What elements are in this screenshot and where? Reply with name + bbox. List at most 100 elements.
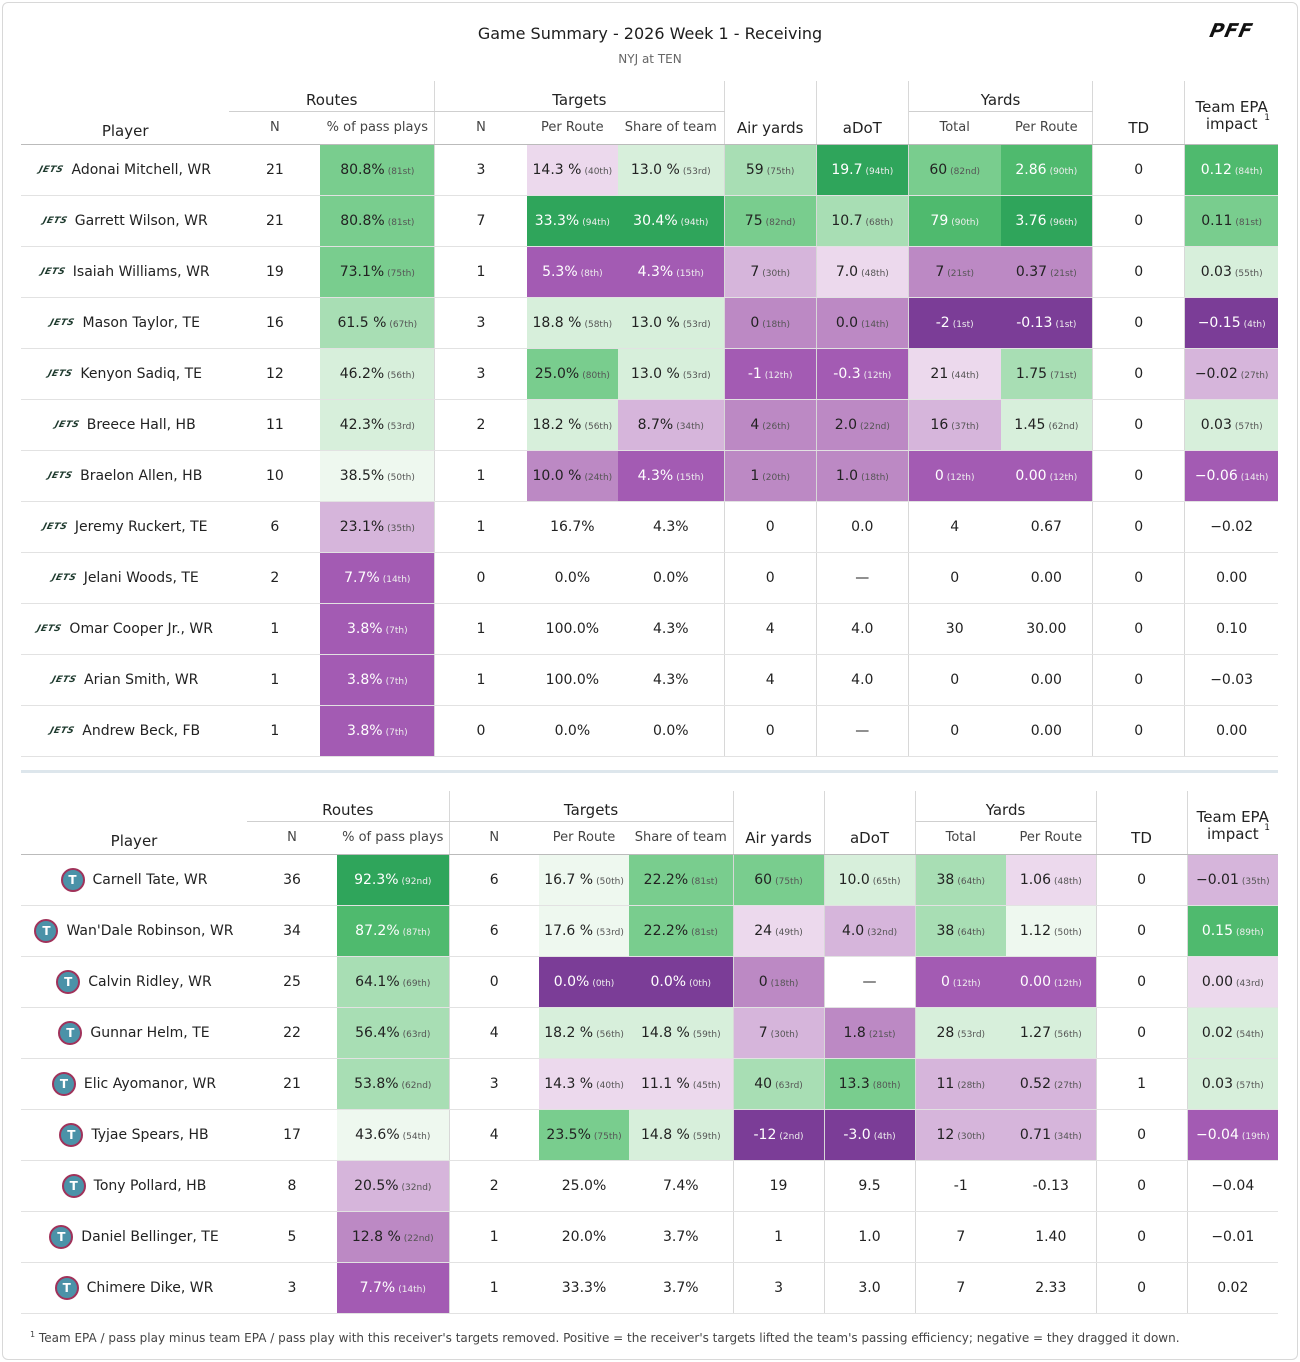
player-cell: Wan'Dale Robinson, WR xyxy=(21,905,247,957)
player-name[interactable]: Mason Taylor, TE xyxy=(82,315,200,331)
table-row: JETS Adonai Mitchell, WR 21 80.8% (81st) 3 14.… xyxy=(21,144,1278,196)
cell-tpr: 5.3% (8th) xyxy=(526,246,618,298)
cell-adot: 4.0 xyxy=(816,603,909,655)
player-name[interactable]: Breece Hall, HB xyxy=(86,417,196,433)
player-name[interactable]: Carnell Tate, WR xyxy=(92,872,208,888)
player-name[interactable]: Calvin Ridley, WR xyxy=(88,974,212,990)
cell-value: 0.00 xyxy=(1015,468,1047,484)
cell-yt: 38 (64th) xyxy=(915,854,1007,906)
cell-ypr: 0.00 (12th) xyxy=(1006,956,1097,1008)
cell-value: −0.04 xyxy=(1211,1178,1255,1194)
col-air-yards: Air yards xyxy=(724,111,817,145)
percentile-badge: (7th) xyxy=(385,728,408,738)
cell-tpr: 18.2 % (56th) xyxy=(526,399,618,451)
player-name[interactable]: Andrew Beck, FB xyxy=(82,723,201,739)
cell-tpr: 25.0% (80th) xyxy=(526,348,618,400)
cell-value: 38 xyxy=(936,872,955,888)
player-name[interactable]: Garrett Wilson, WR xyxy=(74,213,208,229)
percentile-badge: (87th) xyxy=(402,928,431,938)
table-row: Tony Pollard, HB820.5%(32nd)225.0%7.4%19… xyxy=(21,1160,1279,1212)
percentile-badge: (67th) xyxy=(389,320,418,330)
col-epa: Team EPA impact 1 xyxy=(1187,809,1279,843)
player-name[interactable]: Gunnar Helm, TE xyxy=(90,1025,210,1041)
cell-air: 59 (75th) xyxy=(724,144,817,196)
cell-rn: 6 xyxy=(229,501,321,553)
jets-logo-icon: JETS xyxy=(46,369,74,379)
cell-ts: 4.3% (15th) xyxy=(617,246,725,298)
percentile-badge: (40th) xyxy=(584,167,613,177)
cell-value: -1 xyxy=(747,366,762,382)
cell-value: 7 xyxy=(956,1229,966,1245)
percentile-badge: (21st) xyxy=(1050,269,1077,279)
percentile-badge: (14th) xyxy=(1240,473,1269,483)
cell-value: 1.75 xyxy=(1015,366,1048,382)
cell-value: 60 xyxy=(929,162,948,178)
cell-ypr: 0.52 (27th) xyxy=(1006,1058,1097,1110)
col-air-yards: Air yards xyxy=(733,821,825,855)
percentile-badge: (2nd) xyxy=(779,1132,804,1142)
cell-value: 10.7 xyxy=(831,213,863,229)
cell-tn: 3 xyxy=(449,1058,540,1110)
cell-value: 7 xyxy=(956,1280,966,1296)
cell-rn: 17 xyxy=(247,1109,337,1161)
cell-ts: 0.0% xyxy=(617,552,725,604)
cell-adot: 1.8 (21st) xyxy=(824,1007,916,1059)
col-epa: Team EPA impact 1 xyxy=(1184,99,1278,133)
percentile-badge: (75th) xyxy=(593,1132,622,1142)
cell-value: -1 xyxy=(953,1178,968,1194)
cell-value: 0 xyxy=(765,723,775,739)
percentile-badge: (14th) xyxy=(861,320,889,330)
player-name[interactable]: Chimere Dike, WR xyxy=(86,1280,214,1296)
header-spacer xyxy=(724,81,817,111)
cell-value: −0.02 xyxy=(1210,519,1254,535)
player-name[interactable]: Tony Pollard, HB xyxy=(93,1178,207,1194)
cell-value: 0 xyxy=(758,974,768,990)
player-name[interactable]: Arian Smith, WR xyxy=(84,672,199,688)
percentile-badge: (57th) xyxy=(1234,422,1263,432)
header-spacer xyxy=(1092,81,1186,111)
percentile-badge: (24th) xyxy=(584,473,613,483)
cell-value: 25.0% xyxy=(534,366,580,382)
player-name[interactable]: Wan'Dale Robinson, WR xyxy=(66,923,234,939)
cell-value: 0.52 xyxy=(1019,1076,1051,1092)
player-name[interactable]: Elic Ayomanor, WR xyxy=(83,1076,217,1092)
cell-epa: 0.02 xyxy=(1187,1262,1279,1314)
cell-value: 0.0 xyxy=(835,315,859,331)
header-spacer xyxy=(733,791,825,821)
cell-rn: 21 xyxy=(229,144,321,196)
cell-value: 3.76 xyxy=(1015,213,1047,229)
cell-adot: 1.0 xyxy=(824,1211,916,1263)
cell-ypr: 1.27 (56th) xyxy=(1006,1007,1097,1059)
player-name[interactable]: Adonai Mitchell, WR xyxy=(71,162,211,178)
player-name[interactable]: Jeremy Ruckert, TE xyxy=(74,519,208,535)
cell-value: 22.2% xyxy=(643,923,689,939)
titans-logo-icon xyxy=(34,919,59,943)
cell-value: 30 xyxy=(945,621,964,637)
player-name[interactable]: Isaiah Williams, WR xyxy=(72,264,210,280)
cell-value: −0.06 xyxy=(1194,468,1238,484)
player-name[interactable]: Braelon Allen, HB xyxy=(80,468,203,484)
cell-tpr: 16.7% xyxy=(526,501,618,553)
cell-rn: 1 xyxy=(229,654,321,706)
cell-value: 1.45 xyxy=(1014,417,1046,433)
player-name[interactable]: Tyjae Spears, HB xyxy=(91,1127,209,1143)
player-name[interactable]: Kenyon Sadiq, TE xyxy=(80,366,202,382)
table-row: JETS Braelon Allen, HB 10 38.5% (50th) 1 10.0 … xyxy=(21,450,1278,502)
cell-tn: 1 xyxy=(449,1262,540,1314)
percentile-badge: (21st) xyxy=(947,269,974,279)
cell-epa: −0.04 (19th) xyxy=(1187,1109,1279,1161)
percentile-badge: (8th) xyxy=(580,269,603,279)
player-name[interactable]: Jelani Woods, TE xyxy=(83,570,199,586)
titans-logo-icon xyxy=(56,970,81,994)
player-cell: JETS Kenyon Sadiq, TE xyxy=(21,348,230,400)
cell-value: 46.2% xyxy=(339,366,385,382)
cell-value: 0.71 xyxy=(1019,1127,1051,1143)
player-name[interactable]: Daniel Bellinger, TE xyxy=(81,1229,219,1245)
table-row: JETS Garrett Wilson, WR 21 80.8% (81st) 7 33.3… xyxy=(21,195,1278,247)
cell-value: 4 xyxy=(750,417,760,433)
percentile-badge: (43rd) xyxy=(1236,979,1264,989)
player-name[interactable]: Omar Cooper Jr., WR xyxy=(69,621,213,637)
cell-rp: 42.3% (53rd) xyxy=(320,399,436,451)
cell-td: 0 xyxy=(1092,603,1186,655)
